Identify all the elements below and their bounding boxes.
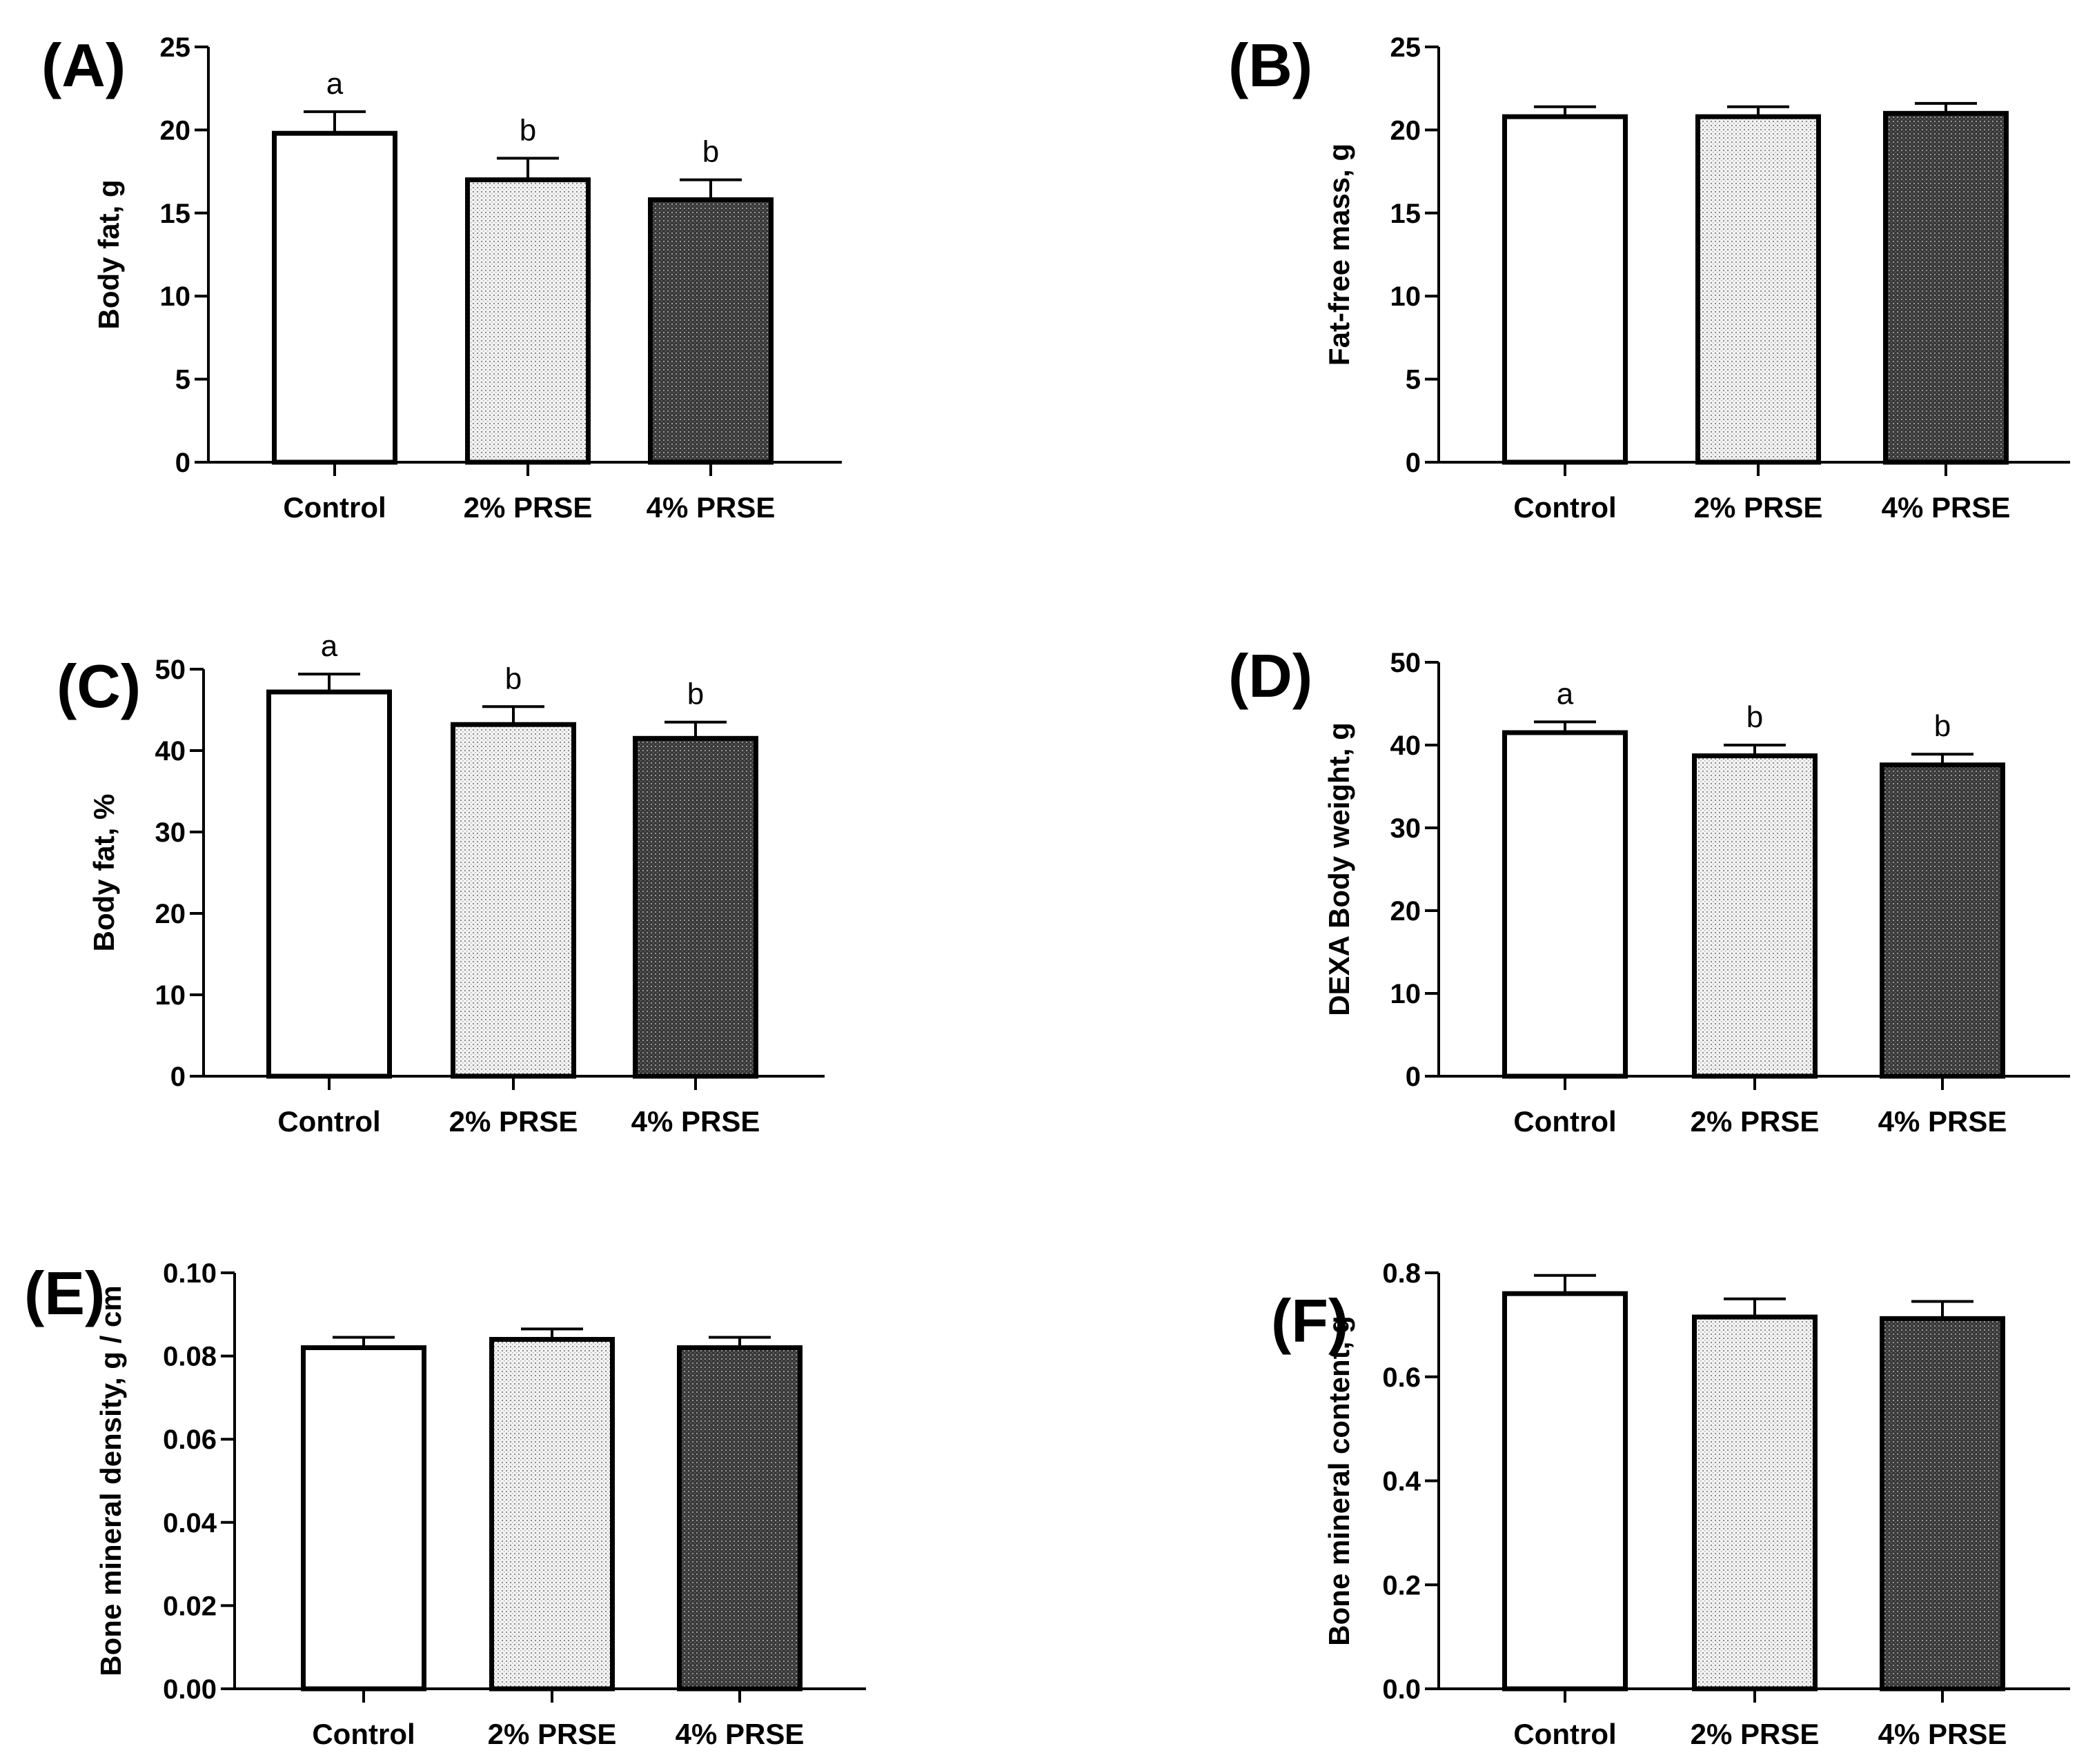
x-tick-label: 2% PRSE: [1691, 1105, 1820, 1138]
significance-letter: b: [1746, 700, 1763, 734]
y-tick-label: 20: [155, 899, 186, 929]
y-tick-label: 20: [1390, 115, 1421, 146]
y-tick-label: 50: [1390, 648, 1421, 678]
x-tick-label: 4% PRSE: [1878, 1105, 2007, 1138]
bar-2pct-prse: [1695, 114, 1821, 465]
panel-label: (E): [24, 1259, 105, 1327]
y-tick-label: 10: [160, 281, 191, 312]
bar-4pct-prse: [1883, 110, 2009, 465]
y-tick-label: 10: [155, 980, 186, 1011]
x-tick-label: 2% PRSE: [488, 1718, 617, 1750]
bar-2pct-prse: [1692, 1314, 1818, 1692]
bar-control: [1502, 114, 1628, 465]
panel-label: (C): [57, 652, 141, 720]
x-tick-label: 2% PRSE: [1691, 1718, 1820, 1750]
x-tick-label: Control: [277, 1105, 380, 1138]
y-tick-label: 5: [1406, 365, 1421, 395]
x-tick-label: 4% PRSE: [1882, 491, 2011, 524]
y-tick-label: 0.0: [1382, 1674, 1421, 1705]
bar-2pct-prse: [451, 722, 576, 1079]
y-tick-label: 15: [160, 199, 191, 229]
y-axis-title: Body fat, %: [88, 794, 120, 952]
significance-letter: b: [1934, 709, 1951, 743]
x-tick-label: 4% PRSE: [647, 491, 776, 524]
bar-4pct-prse: [1880, 1316, 2005, 1692]
x-tick-label: Control: [1513, 1718, 1616, 1750]
chart-panel-f: (F) 0.0 0.2 0.4 0.6 0.8 Bone mineral content, …: [1271, 1258, 2070, 1750]
significance-letter: b: [702, 135, 719, 169]
bar-control: [272, 130, 397, 465]
significance-letter: b: [505, 662, 522, 695]
y-tick-label: 20: [1390, 896, 1421, 926]
bar-2pct-prse: [489, 1336, 615, 1692]
y-tick-label: 0.04: [163, 1508, 217, 1538]
y-tick-label: 30: [155, 817, 186, 848]
y-axis-title: Body fat, g: [92, 180, 125, 330]
bar-4pct-prse: [633, 735, 758, 1079]
panel-label: (D): [1228, 642, 1312, 710]
y-tick-label: 10: [1390, 979, 1421, 1009]
y-tick-label: 0: [1406, 1062, 1421, 1092]
chart-panel-c: (C) 0 10 20 30 40 50 Body fat, % Control a 2% PRSE…: [57, 629, 825, 1138]
x-tick-label: 4% PRSE: [1878, 1718, 2007, 1750]
bar-control: [266, 689, 392, 1079]
y-tick-label: 10: [1390, 281, 1421, 312]
bar-control: [301, 1345, 426, 1692]
x-tick-label: 4% PRSE: [676, 1718, 805, 1750]
y-tick-label: 0.4: [1382, 1467, 1421, 1497]
y-tick-label: 0.6: [1382, 1362, 1421, 1393]
y-tick-label: 0.2: [1382, 1570, 1421, 1601]
y-axis-title: DEXA Body weight, g: [1323, 722, 1355, 1015]
significance-letter: a: [1557, 677, 1574, 711]
x-tick-label: Control: [1513, 491, 1616, 524]
y-tick-label: 0.06: [163, 1425, 217, 1455]
x-tick-label: 4% PRSE: [631, 1105, 760, 1138]
significance-letter: a: [326, 67, 344, 101]
y-tick-label: 0: [170, 1062, 186, 1092]
y-tick-label: 40: [1390, 731, 1421, 761]
chart-panel-b: (B) 0 5 10 15 20 25 Fat-free mass, g Control 2% P…: [1228, 31, 2070, 524]
y-axis-title: Fat-free mass, g: [1323, 143, 1355, 366]
significance-letter: b: [520, 113, 536, 147]
y-tick-label: 20: [160, 115, 191, 146]
x-tick-label: 2% PRSE: [449, 1105, 578, 1138]
bar-2pct-prse: [1692, 753, 1818, 1079]
y-tick-label: 5: [175, 365, 190, 395]
y-tick-label: 0.08: [163, 1342, 217, 1372]
y-tick-label: 50: [155, 655, 186, 685]
y-tick-label: 0.00: [163, 1674, 217, 1705]
chart-panel-e: (E) 0.00 0.02 0.04 0.06 0.08 0.10 Bone mineral …: [24, 1258, 866, 1750]
bar-4pct-prse: [677, 1345, 803, 1692]
y-tick-label: 0.10: [163, 1258, 217, 1289]
bar-2pct-prse: [465, 177, 591, 465]
y-axis-title: Bone mineral density, g / cm: [95, 1285, 127, 1676]
x-tick-label: Control: [1513, 1105, 1616, 1138]
y-tick-label: 0: [1406, 448, 1421, 478]
chart-panel-a: (A) 0 5 10 15 20 25 Body fat, g Control a 2% PRSE b…: [41, 31, 842, 524]
y-tick-label: 25: [1390, 32, 1421, 63]
bar-4pct-prse: [648, 197, 774, 465]
y-tick-label: 15: [1390, 199, 1421, 229]
y-axis-title: Bone mineral content, g: [1323, 1316, 1355, 1645]
x-tick-label: 2% PRSE: [464, 491, 593, 524]
y-tick-label: 25: [160, 32, 191, 63]
y-tick-label: 0.8: [1382, 1258, 1421, 1289]
chart-panel-d: (D) 0 10 20 30 40 50 DEXA Body weight, g Control…: [1228, 642, 2070, 1138]
panel-label: (B): [1228, 31, 1312, 99]
x-tick-label: Control: [312, 1718, 415, 1750]
bar-control: [1502, 1291, 1628, 1692]
y-tick-label: 0.02: [163, 1591, 217, 1621]
y-tick-label: 40: [155, 736, 186, 766]
x-tick-label: Control: [283, 491, 386, 524]
bar-control: [1502, 730, 1628, 1079]
x-tick-label: 2% PRSE: [1694, 491, 1823, 524]
panel-label: (F): [1271, 1287, 1348, 1355]
panel-label: (A): [41, 31, 126, 99]
bar-4pct-prse: [1880, 762, 2005, 1079]
y-tick-label: 0: [175, 448, 190, 478]
significance-letter: a: [321, 629, 338, 663]
significance-letter: b: [687, 677, 704, 711]
y-tick-label: 30: [1390, 813, 1421, 844]
